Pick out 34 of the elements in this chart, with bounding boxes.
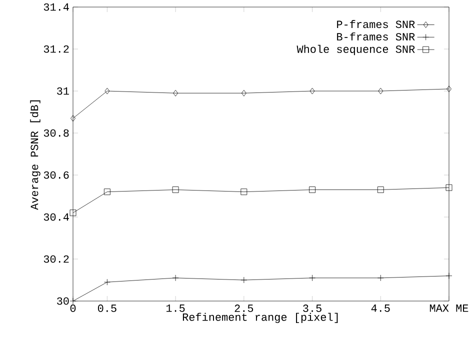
y-tick-label: 30.8 (44, 129, 69, 137)
y-tick-label: 31 (57, 87, 69, 95)
x-tick-label: MAX ME (430, 304, 468, 312)
point (70, 115, 76, 122)
x-axis-title: Refinement range [pixel] (182, 312, 338, 324)
point (446, 184, 452, 191)
x-tick-label: 4.5 (371, 304, 390, 312)
point (310, 88, 315, 94)
legend-label: Whole sequence SNR (296, 44, 415, 56)
point (173, 90, 178, 96)
x-tick-label: 0 (70, 304, 76, 312)
point (70, 210, 76, 216)
point (241, 90, 246, 96)
x-tick-label: 1.5 (166, 304, 185, 312)
point (446, 86, 452, 92)
y-tick-label: 30.2 (44, 255, 69, 263)
x-tick-label: 0.5 (98, 304, 116, 312)
point (377, 186, 384, 193)
y-axis-title: Average PSNR [dB] (30, 100, 40, 210)
y-tick-label: 31.2 (44, 45, 69, 53)
y-tick-label: 30.4 (44, 213, 69, 221)
y-tick-label: 30.6 (44, 171, 69, 179)
x-tick-label: 2.5 (234, 304, 254, 312)
point (104, 88, 110, 94)
y-tick-label: 30 (57, 297, 69, 305)
legend-label: P-frames SNR (337, 20, 415, 28)
legend-label: B-frames SNR (337, 32, 415, 40)
point (378, 88, 384, 94)
y-tick-label: 31.4 (44, 3, 69, 11)
point (104, 188, 110, 196)
point (240, 188, 248, 196)
x-tick-label: 3.5 (303, 304, 322, 312)
point (172, 186, 179, 193)
point (309, 186, 316, 193)
